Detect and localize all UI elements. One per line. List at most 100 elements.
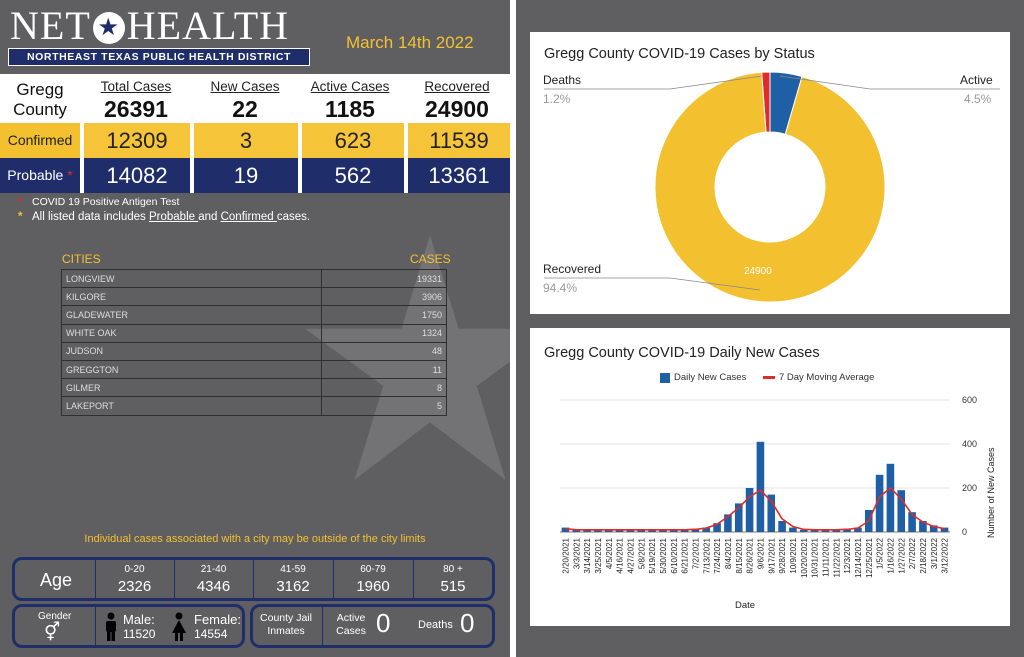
daily-cases-bar [789,527,797,532]
divider [253,560,254,598]
daily-cases-bar [637,529,646,532]
confirmed-new: 3 [190,123,298,158]
age-group-41-59: 41-59 3162 [253,562,333,600]
age-group-21-40: 21-40 4346 [174,562,253,600]
daily-chart-title: Gregg County COVID-19 Daily New Cases [544,345,820,361]
gender-panel [12,604,245,648]
age-range: 0-20 [124,564,145,575]
x-tick-label: 1/5/2022 [876,537,885,569]
city-name: GILMER [61,378,322,398]
probable-active: 562 [298,158,404,193]
city-cases: 48 [321,341,447,361]
age-value: 4346 [196,578,231,595]
x-tick-label: 1/16/2022 [886,537,895,573]
col-recovered: Recovered [424,79,490,94]
x-tick-label: 2/7/2022 [908,537,917,569]
divider [174,560,175,598]
city-cases: 8 [321,378,447,398]
city-cases: 11 [321,359,447,380]
female-count: 14554 [194,627,228,641]
probable-new: 19 [190,158,298,193]
recovered-value: 24900 [425,96,489,122]
listed-note: * All listed data includes Probable and C… [18,211,310,223]
y-tick-label: 400 [962,439,977,449]
probable-row: Probable * 14082 19 562 13361 [0,158,510,193]
age-group-0-20: 0-20 2326 [95,562,174,600]
x-tick-label: 3/3/2021 [572,537,581,569]
tagline: NORTHEAST TEXAS PUBLIC HEALTH DISTRICT [8,48,310,66]
confirmed-label: Confirmed [0,123,80,158]
jail-active-label: Active Cases [336,612,366,637]
listed-and: and [198,211,221,223]
antigen-text: COVID 19 Positive Antigen Test [32,196,180,208]
x-tick-label: 8/15/2021 [735,537,744,573]
x-tick-label: 5/19/2021 [648,537,657,573]
city-cases: 5 [321,396,447,416]
x-tick-label: 6/21/2021 [681,537,690,573]
table-row: LONGVIEW 19331 [61,268,447,289]
x-tick-label: 12/3/2021 [843,537,852,573]
gender-symbol-icon: ⚥ [44,622,61,642]
x-tick-label: 8/4/2021 [724,537,733,569]
daily-cases-bar [940,527,949,532]
divider [95,560,96,598]
daily-cases-bar [908,512,916,532]
daily-cases-bar [929,525,938,532]
recovered-data-label: 24900 [744,266,772,277]
city-name: LAKEPORT [61,396,322,416]
city-cases: 1750 [321,305,447,325]
daily-cases-bar [691,528,700,532]
y-tick-label: 200 [962,483,977,493]
probable-recovered: 13361 [404,158,510,193]
age-range: 80 + [443,564,463,575]
female-figure-icon [172,612,186,641]
daily-cases-bar [680,529,689,532]
table-row: KILGORE 3906 [61,287,447,307]
county-name: Gregg County [13,80,67,119]
confirmed-link: Confirmed [220,211,277,223]
cities-table: LONGVIEW 19331 KILGORE 3906 GLADEWATER 1750 WH… [61,268,447,416]
listed-pre: All listed data includes [32,211,149,223]
deaths-label: Deaths [543,73,582,87]
deaths-percent: 1.2% [543,92,571,106]
age-range: 60-79 [360,564,386,575]
table-row: JUDSON 48 [61,341,447,361]
table-row: LAKEPORT 5 [61,396,447,416]
daily-cases-bar [659,529,667,532]
daily-cases-bar [875,474,884,532]
legend-daily: Daily New Cases [674,372,747,383]
x-tick-label: 4/27/2021 [626,537,635,573]
probable-link: Probable [148,211,199,223]
city-name: GLADEWATER [61,305,322,325]
net-health-logo: NET ★ HEALTH [10,3,290,48]
x-tick-label: 6/10/2021 [670,537,679,573]
dashboard-right-panel: Gregg County COVID-19 Cases by Status De… [516,0,1024,657]
recovered-percent: 94.4% [543,281,578,295]
daily-cases-bar [604,529,613,532]
table-row: GLADEWATER 1750 [61,305,447,325]
daily-cases-bar [756,441,765,532]
x-tick-label: 5/8/2021 [637,537,646,569]
active-label: Active [960,73,993,87]
female-label: Female: [194,612,241,627]
x-tick-label: 9/28/2021 [778,537,787,573]
status-chart-title: Gregg County COVID-19 Cases by Status [544,46,815,62]
new-cases-value: 22 [232,96,258,122]
age-range: 21-40 [200,564,227,575]
daily-cases-bar [832,529,841,532]
x-tick-label: 12/14/2021 [854,537,863,578]
probable-label-cell: Probable * [0,158,80,193]
red-asterisk-icon: * [18,196,23,208]
x-tick-label: 11/22/2021 [832,537,841,577]
jail-active-value: 0 [376,608,391,638]
city-name: LONGVIEW [61,268,322,289]
x-tick-label: 9/6/2021 [756,537,765,569]
x-tick-label: 7/24/2021 [713,537,722,573]
recovered-label: Recovered [543,262,602,276]
x-tick-label: 3/14/2021 [583,537,592,573]
daily-cases-bar [583,529,591,532]
divider [95,607,96,645]
x-tick-label: 2/18/2022 [919,537,928,573]
city-cases: 3906 [321,287,447,307]
daily-cases-bar [919,521,927,532]
